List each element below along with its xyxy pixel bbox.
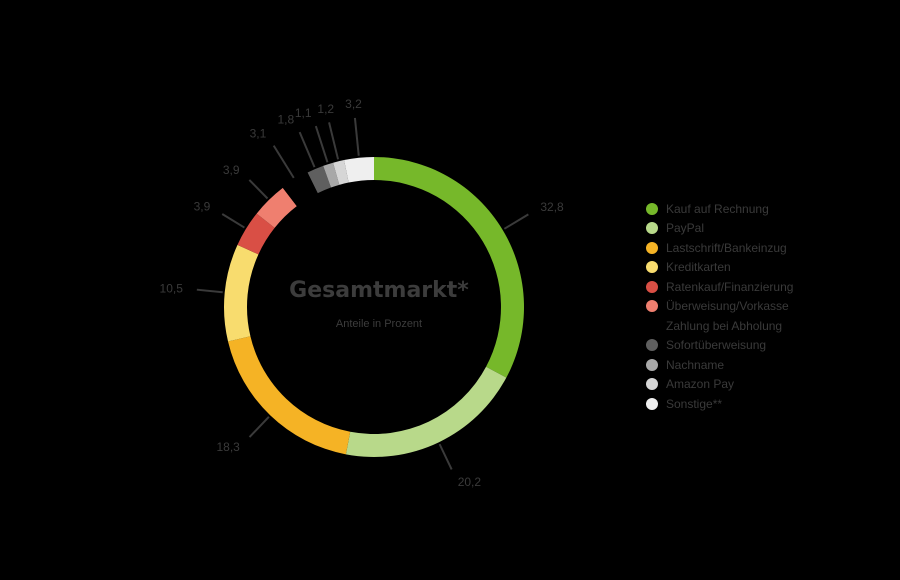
donut-ring <box>224 157 524 457</box>
value-label: 1,1 <box>295 106 312 120</box>
legend-dot-icon <box>646 222 658 235</box>
value-label: 3,1 <box>250 127 267 141</box>
leader-line <box>328 122 340 160</box>
legend-label: Ratenkauf/Finanzierung <box>666 279 794 294</box>
value-label: 18,3 <box>217 440 241 454</box>
legend-item-nachname: Nachname <box>646 355 793 375</box>
legend-label: Kreditkarten <box>666 260 731 275</box>
value-label: 3,9 <box>223 163 240 177</box>
leader-line <box>314 125 329 163</box>
legend-item-zahlung-bei-abholung: Zahlung bei Abholung <box>646 316 793 336</box>
legend-label: Zahlung bei Abholung <box>666 318 783 333</box>
legend-label: Sonstige** <box>666 396 723 411</box>
leader-line <box>272 145 295 179</box>
value-leader-lines <box>196 117 529 470</box>
legend-item-ratenkauf: Ratenkauf/Finanzierung <box>646 277 793 297</box>
legend-dot-icon <box>646 378 658 391</box>
legend-item-kreditkarten: Kreditkarten <box>646 258 793 278</box>
leader-line <box>353 117 360 156</box>
value-label: 3,9 <box>194 200 211 214</box>
leader-line <box>438 443 453 470</box>
leader-line <box>298 131 316 168</box>
chart-legend: Kauf auf Rechnung PayPal Lastschrift/Ban… <box>646 199 793 414</box>
value-label: 1,2 <box>317 102 334 116</box>
value-label: 1,8 <box>277 112 294 126</box>
legend-item-amazon-pay: Amazon Pay <box>646 375 793 395</box>
donut-segment <box>333 160 349 185</box>
value-label: 32,8 <box>540 200 564 214</box>
value-label: 10,5 <box>160 281 184 295</box>
legend-label: Sofortüberweisung <box>666 338 767 353</box>
donut-segment <box>323 162 340 188</box>
leader-line <box>503 213 529 230</box>
legend-dot-icon <box>646 397 658 410</box>
legend-item-sonstige: Sonstige** <box>646 394 793 414</box>
legend-dot-icon <box>646 280 658 293</box>
donut-segment <box>256 187 297 228</box>
leader-line <box>248 179 269 200</box>
legend-dot-icon <box>646 339 658 352</box>
legend-dot-icon <box>646 300 658 313</box>
legend-item-lastschrift: Lastschrift/Bankeinzug <box>646 238 793 258</box>
legend-item-kauf-auf-rechnung: Kauf auf Rechnung <box>646 199 793 219</box>
legend-label: Überweisung/Vorkasse <box>666 299 789 314</box>
donut-segment <box>307 165 331 194</box>
donut-segment <box>224 244 259 342</box>
legend-label: Lastschrift/Bankeinzug <box>666 240 787 255</box>
donut-segment <box>344 157 374 183</box>
value-label: 20,2 <box>458 475 482 489</box>
leader-line <box>196 288 223 294</box>
chart-center-subtitle: Anteile in Prozent <box>335 318 423 330</box>
value-label: 3,2 <box>345 97 362 111</box>
legend-dot-icon <box>646 319 658 332</box>
donut-segment <box>374 157 524 378</box>
chart-center-title: Gesamtmarkt* <box>289 278 469 303</box>
legend-label: Kauf auf Rechnung <box>666 201 769 216</box>
value-labels: 32,8 20,2 18,3 10,5 3,9 3,9 3,1 1,8 1,1 1,2 3,2 <box>160 97 564 489</box>
legend-label: PayPal <box>666 221 705 236</box>
leader-line <box>248 416 270 438</box>
donut-segment <box>345 366 507 457</box>
legend-label: Nachname <box>666 357 725 372</box>
legend-label: Amazon Pay <box>666 377 735 392</box>
legend-item-ueberweisung: Überweisung/Vorkasse <box>646 297 793 317</box>
legend-dot-icon <box>646 358 658 371</box>
donut-segment <box>237 213 275 255</box>
donut-segment <box>282 172 318 207</box>
donut-segment <box>228 336 351 455</box>
legend-item-paypal: PayPal <box>646 219 793 239</box>
legend-dot-icon <box>646 241 658 254</box>
leader-line <box>221 213 245 229</box>
legend-dot-icon <box>646 202 658 215</box>
legend-dot-icon <box>646 261 658 274</box>
legend-item-sofortueberweisung: Sofortüberweisung <box>646 336 793 356</box>
